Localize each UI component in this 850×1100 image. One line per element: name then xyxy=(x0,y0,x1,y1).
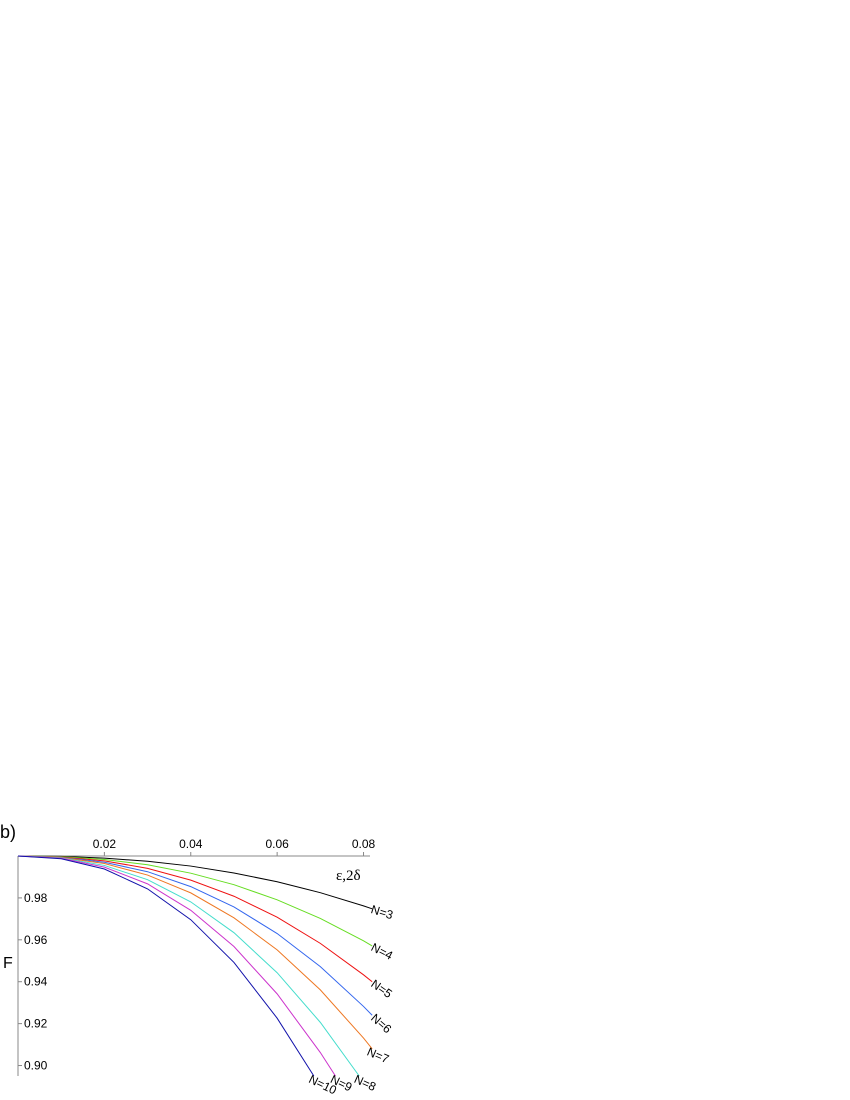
y-tick-label: 0.90 xyxy=(24,1059,48,1073)
y-tick-label: 0.96 xyxy=(24,933,48,947)
series-line xyxy=(17,855,373,1050)
series-label: N=3 xyxy=(369,902,395,922)
panel-label: b) xyxy=(0,822,16,842)
x-tick-label: 0.06 xyxy=(265,837,289,851)
x-tick-label: 0.04 xyxy=(179,837,203,851)
x-tick-label: 0.08 xyxy=(352,837,376,851)
series-line xyxy=(17,855,315,1077)
series-line xyxy=(17,855,336,1077)
y-tick-label: 0.92 xyxy=(24,1017,48,1031)
series-line xyxy=(17,855,373,910)
series-line xyxy=(17,855,373,947)
y-tick-label: 0.98 xyxy=(24,891,48,905)
series-line xyxy=(17,855,373,983)
x-axis-label: ε,2δ xyxy=(336,868,361,884)
series-label: N=5 xyxy=(368,977,395,1001)
x-tick-label: 0.02 xyxy=(93,837,117,851)
series-label: N=8 xyxy=(352,1072,378,1094)
series-line xyxy=(17,855,373,1016)
series-line xyxy=(17,855,360,1077)
y-tick-label: 0.94 xyxy=(24,975,48,989)
series-label: N=4 xyxy=(369,940,396,963)
y-axis-label: F xyxy=(3,955,13,972)
series-label: N=7 xyxy=(365,1045,391,1067)
